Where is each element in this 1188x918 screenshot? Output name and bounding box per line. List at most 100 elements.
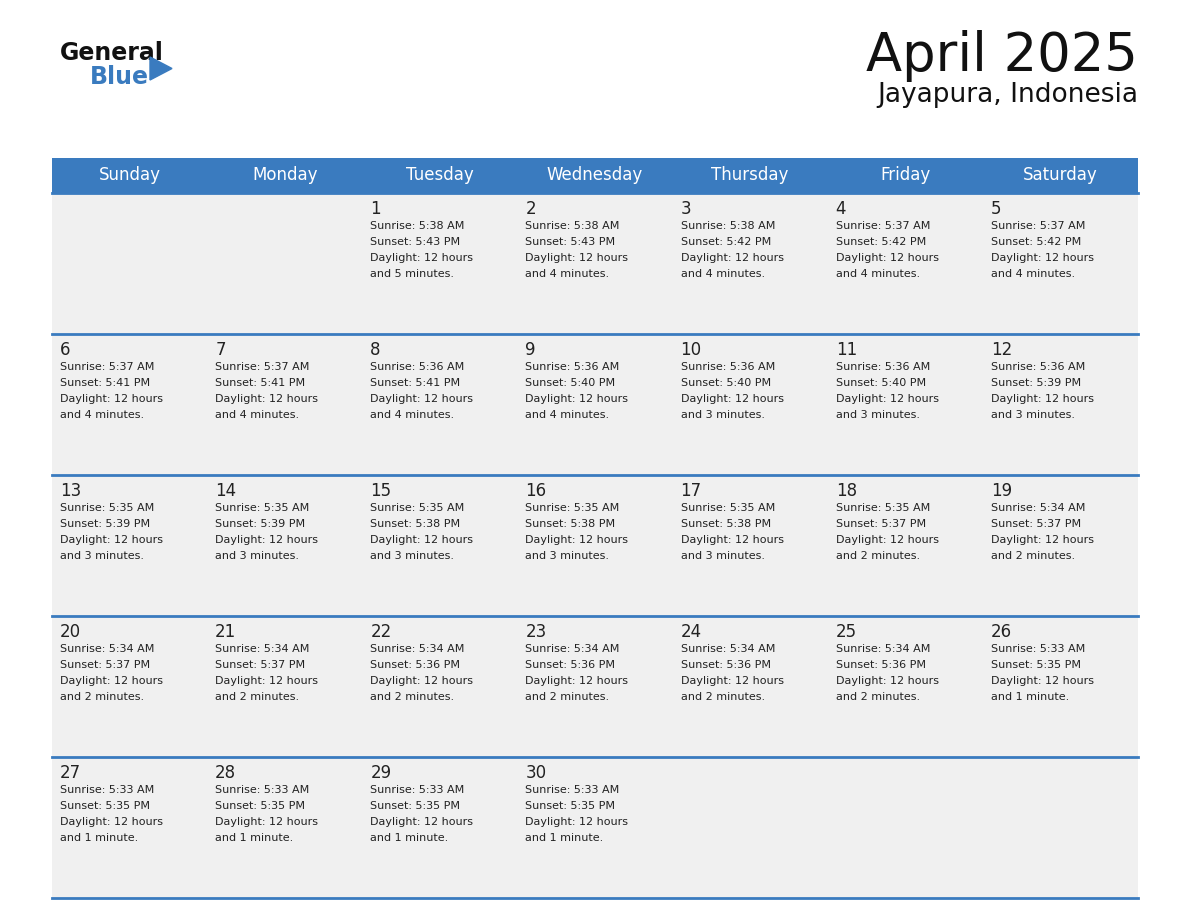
Text: and 3 minutes.: and 3 minutes. bbox=[61, 551, 144, 561]
Text: Sunrise: 5:35 AM: Sunrise: 5:35 AM bbox=[61, 503, 154, 513]
Text: and 2 minutes.: and 2 minutes. bbox=[371, 692, 455, 702]
Text: Sunrise: 5:37 AM: Sunrise: 5:37 AM bbox=[215, 362, 310, 372]
Text: Sunrise: 5:33 AM: Sunrise: 5:33 AM bbox=[61, 785, 154, 795]
Text: Sunrise: 5:33 AM: Sunrise: 5:33 AM bbox=[371, 785, 465, 795]
Text: 19: 19 bbox=[991, 482, 1012, 500]
Text: Daylight: 12 hours: Daylight: 12 hours bbox=[215, 535, 318, 545]
Text: and 1 minute.: and 1 minute. bbox=[525, 833, 604, 843]
Text: 25: 25 bbox=[835, 623, 857, 641]
Text: 14: 14 bbox=[215, 482, 236, 500]
Text: Sunrise: 5:38 AM: Sunrise: 5:38 AM bbox=[371, 221, 465, 231]
Text: Sunrise: 5:35 AM: Sunrise: 5:35 AM bbox=[371, 503, 465, 513]
Text: 15: 15 bbox=[371, 482, 391, 500]
Text: and 2 minutes.: and 2 minutes. bbox=[525, 692, 609, 702]
Text: and 1 minute.: and 1 minute. bbox=[991, 692, 1069, 702]
Bar bbox=[52, 757, 1138, 898]
Text: Daylight: 12 hours: Daylight: 12 hours bbox=[525, 817, 628, 827]
Text: and 3 minutes.: and 3 minutes. bbox=[681, 410, 765, 420]
Text: Sunset: 5:38 PM: Sunset: 5:38 PM bbox=[681, 519, 771, 529]
Text: Daylight: 12 hours: Daylight: 12 hours bbox=[991, 253, 1094, 263]
Text: and 4 minutes.: and 4 minutes. bbox=[835, 269, 920, 279]
Text: Daylight: 12 hours: Daylight: 12 hours bbox=[835, 253, 939, 263]
Text: Daylight: 12 hours: Daylight: 12 hours bbox=[371, 817, 473, 827]
Text: and 4 minutes.: and 4 minutes. bbox=[991, 269, 1075, 279]
Text: Daylight: 12 hours: Daylight: 12 hours bbox=[371, 394, 473, 404]
Text: and 3 minutes.: and 3 minutes. bbox=[525, 551, 609, 561]
Text: 21: 21 bbox=[215, 623, 236, 641]
Bar bbox=[52, 193, 1138, 334]
Text: and 3 minutes.: and 3 minutes. bbox=[835, 410, 920, 420]
Text: and 1 minute.: and 1 minute. bbox=[61, 833, 138, 843]
Text: Sunrise: 5:35 AM: Sunrise: 5:35 AM bbox=[835, 503, 930, 513]
Text: Sunset: 5:38 PM: Sunset: 5:38 PM bbox=[371, 519, 461, 529]
Text: Sunset: 5:41 PM: Sunset: 5:41 PM bbox=[61, 378, 150, 388]
Text: Sunrise: 5:33 AM: Sunrise: 5:33 AM bbox=[215, 785, 309, 795]
Text: 18: 18 bbox=[835, 482, 857, 500]
Text: Daylight: 12 hours: Daylight: 12 hours bbox=[371, 535, 473, 545]
Text: Sunset: 5:41 PM: Sunset: 5:41 PM bbox=[371, 378, 461, 388]
Text: Sunset: 5:38 PM: Sunset: 5:38 PM bbox=[525, 519, 615, 529]
Text: 17: 17 bbox=[681, 482, 702, 500]
Text: April 2025: April 2025 bbox=[866, 30, 1138, 82]
Text: and 4 minutes.: and 4 minutes. bbox=[215, 410, 299, 420]
Bar bbox=[52, 475, 1138, 616]
Text: 26: 26 bbox=[991, 623, 1012, 641]
Text: Sunday: Sunday bbox=[99, 166, 160, 185]
Text: Sunset: 5:37 PM: Sunset: 5:37 PM bbox=[61, 660, 150, 670]
Text: Daylight: 12 hours: Daylight: 12 hours bbox=[681, 535, 784, 545]
Text: Sunrise: 5:33 AM: Sunrise: 5:33 AM bbox=[525, 785, 620, 795]
Text: Daylight: 12 hours: Daylight: 12 hours bbox=[835, 535, 939, 545]
Text: Saturday: Saturday bbox=[1023, 166, 1098, 185]
Text: Thursday: Thursday bbox=[712, 166, 789, 185]
Text: Sunrise: 5:34 AM: Sunrise: 5:34 AM bbox=[835, 644, 930, 654]
Text: 10: 10 bbox=[681, 341, 702, 359]
Text: Sunrise: 5:36 AM: Sunrise: 5:36 AM bbox=[371, 362, 465, 372]
Text: Sunrise: 5:34 AM: Sunrise: 5:34 AM bbox=[525, 644, 620, 654]
Text: Daylight: 12 hours: Daylight: 12 hours bbox=[525, 676, 628, 686]
Text: and 4 minutes.: and 4 minutes. bbox=[371, 410, 455, 420]
Text: Daylight: 12 hours: Daylight: 12 hours bbox=[215, 394, 318, 404]
Text: Sunset: 5:42 PM: Sunset: 5:42 PM bbox=[835, 237, 925, 247]
Text: Sunset: 5:40 PM: Sunset: 5:40 PM bbox=[525, 378, 615, 388]
Text: Daylight: 12 hours: Daylight: 12 hours bbox=[991, 394, 1094, 404]
Text: Daylight: 12 hours: Daylight: 12 hours bbox=[61, 535, 163, 545]
Bar bbox=[52, 158, 1138, 193]
Text: Sunrise: 5:37 AM: Sunrise: 5:37 AM bbox=[835, 221, 930, 231]
Text: and 2 minutes.: and 2 minutes. bbox=[61, 692, 144, 702]
Text: 20: 20 bbox=[61, 623, 81, 641]
Text: Sunrise: 5:36 AM: Sunrise: 5:36 AM bbox=[991, 362, 1085, 372]
Text: and 3 minutes.: and 3 minutes. bbox=[991, 410, 1075, 420]
Text: Daylight: 12 hours: Daylight: 12 hours bbox=[991, 676, 1094, 686]
Text: Sunset: 5:39 PM: Sunset: 5:39 PM bbox=[61, 519, 150, 529]
Text: Sunset: 5:42 PM: Sunset: 5:42 PM bbox=[991, 237, 1081, 247]
Text: and 4 minutes.: and 4 minutes. bbox=[61, 410, 144, 420]
Text: Sunrise: 5:35 AM: Sunrise: 5:35 AM bbox=[215, 503, 309, 513]
Text: 12: 12 bbox=[991, 341, 1012, 359]
Text: Sunrise: 5:34 AM: Sunrise: 5:34 AM bbox=[991, 503, 1085, 513]
Text: Sunset: 5:37 PM: Sunset: 5:37 PM bbox=[835, 519, 925, 529]
Text: Monday: Monday bbox=[252, 166, 317, 185]
Text: Daylight: 12 hours: Daylight: 12 hours bbox=[835, 394, 939, 404]
Text: 2: 2 bbox=[525, 200, 536, 218]
Text: 11: 11 bbox=[835, 341, 857, 359]
Text: Daylight: 12 hours: Daylight: 12 hours bbox=[61, 817, 163, 827]
Text: Daylight: 12 hours: Daylight: 12 hours bbox=[215, 676, 318, 686]
Text: and 2 minutes.: and 2 minutes. bbox=[681, 692, 765, 702]
Text: Sunrise: 5:37 AM: Sunrise: 5:37 AM bbox=[61, 362, 154, 372]
Text: Daylight: 12 hours: Daylight: 12 hours bbox=[371, 253, 473, 263]
Text: Sunset: 5:43 PM: Sunset: 5:43 PM bbox=[371, 237, 461, 247]
Bar bbox=[52, 616, 1138, 757]
Text: Sunset: 5:35 PM: Sunset: 5:35 PM bbox=[991, 660, 1081, 670]
Text: Friday: Friday bbox=[880, 166, 930, 185]
Text: Sunset: 5:40 PM: Sunset: 5:40 PM bbox=[681, 378, 771, 388]
Text: Sunset: 5:43 PM: Sunset: 5:43 PM bbox=[525, 237, 615, 247]
Text: Sunset: 5:35 PM: Sunset: 5:35 PM bbox=[215, 801, 305, 811]
Text: and 4 minutes.: and 4 minutes. bbox=[681, 269, 765, 279]
Text: Daylight: 12 hours: Daylight: 12 hours bbox=[215, 817, 318, 827]
Text: and 3 minutes.: and 3 minutes. bbox=[371, 551, 454, 561]
Text: Sunset: 5:35 PM: Sunset: 5:35 PM bbox=[525, 801, 615, 811]
Text: and 2 minutes.: and 2 minutes. bbox=[991, 551, 1075, 561]
Text: 27: 27 bbox=[61, 764, 81, 782]
Text: Daylight: 12 hours: Daylight: 12 hours bbox=[835, 676, 939, 686]
Text: 22: 22 bbox=[371, 623, 392, 641]
